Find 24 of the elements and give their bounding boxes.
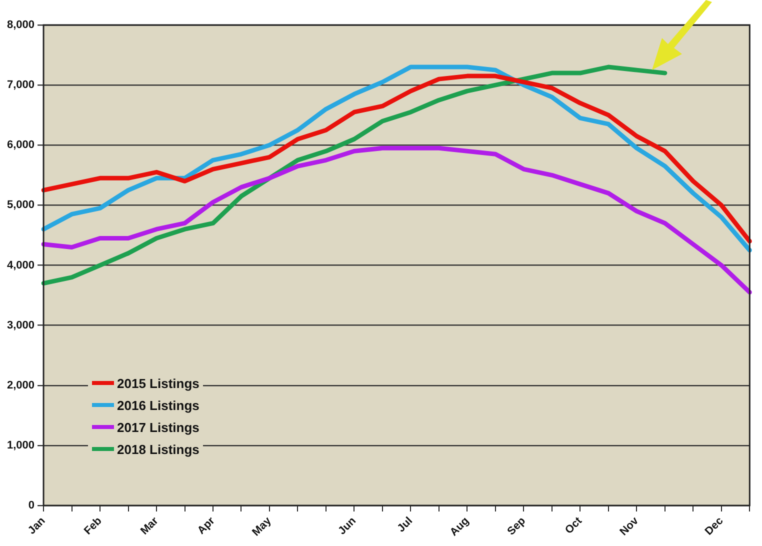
x-tick-label: Apr (195, 514, 218, 537)
legend-label: 2015 Listings (117, 376, 200, 390)
y-tick-label: 5,000 (6, 199, 35, 212)
legend-label: 2018 Listings (117, 442, 200, 456)
y-tick-label: 2,000 (6, 379, 35, 392)
y-tick-label: 4,000 (6, 259, 35, 272)
x-tick-label: Aug (448, 514, 472, 539)
x-tick-label: Mar (138, 514, 162, 538)
y-tick-label: 1,000 (6, 440, 35, 452)
legend-label: 2016 Listings (117, 398, 200, 412)
y-tick-label: 7,000 (6, 79, 35, 92)
x-tick-label: Jul (395, 514, 415, 535)
x-tick-label: Sep (505, 514, 528, 538)
y-tick-label: 0 (28, 500, 35, 512)
legend-label: 2017 Listings (117, 420, 200, 434)
x-tick-label: Feb (82, 514, 104, 538)
x-tick-label: Nov (618, 514, 642, 538)
x-tick-label: Jun (336, 514, 359, 538)
y-tick-label: 6,000 (6, 139, 35, 152)
y-tick-label: 3,000 (6, 319, 35, 332)
x-tick-label: Jan (26, 514, 48, 537)
x-tick-label: Oct (563, 514, 585, 536)
y-tick-label: 8,000 (6, 19, 35, 32)
x-tick-label: Dec (702, 514, 726, 538)
